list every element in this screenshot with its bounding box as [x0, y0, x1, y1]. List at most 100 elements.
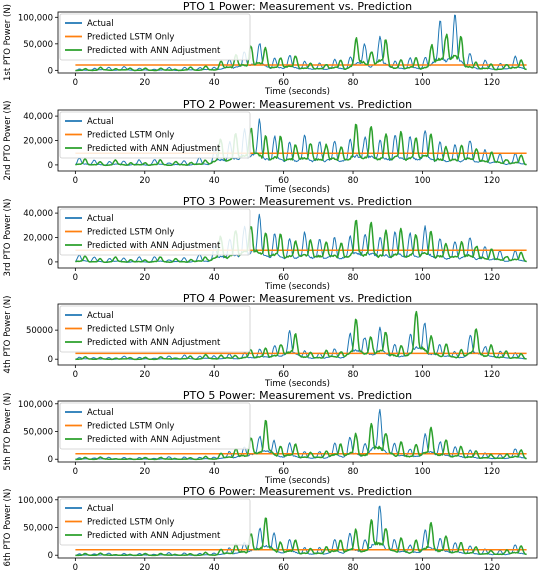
y-tick-label: 0 [48, 455, 53, 465]
y-tick-label: 20,000 [23, 137, 53, 147]
series-line-3 [75, 517, 527, 557]
series-line-3 [75, 419, 527, 461]
x-tick-label: 100 [414, 176, 430, 186]
legend-label: Predicted with ANN Adjustment [87, 338, 221, 348]
legend-box [59, 305, 251, 353]
x-tick-label: 60 [278, 78, 289, 88]
x-tick-label: 80 [348, 370, 359, 380]
x-tick-label: 100 [414, 467, 430, 477]
legend: Actual Predicted LSTM Only Predicted with … [59, 13, 251, 61]
y-tick-label: 50,000 [23, 428, 53, 438]
x-tick-label: 80 [348, 563, 359, 573]
chart-title: PTO 5 Power: Measurement vs. Prediction [183, 389, 412, 402]
legend-box [59, 402, 251, 450]
y-tick-label: 40,000 [23, 209, 53, 219]
legend: Actual Predicted LSTM Only Predicted with … [59, 111, 251, 159]
legend-label: Actual [87, 117, 114, 127]
chart-title: PTO 4 Power: Measurement vs. Prediction [183, 292, 412, 305]
y-axis-label: 3rd PTO Power (N) [3, 199, 13, 277]
x-tick-label: 120 [484, 273, 500, 283]
series-group [75, 505, 527, 557]
panel-4: PTO 4 Power: Measurement vs. Prediction 0… [3, 292, 538, 389]
x-tick-label: 120 [484, 563, 500, 573]
x-tick-label: 0 [73, 273, 78, 283]
x-tick-label: 120 [484, 176, 500, 186]
y-axis-label: 6th PTO Power (N) [3, 489, 13, 567]
x-axis-label: Time (seconds) [264, 379, 330, 389]
x-tick-label: 20 [139, 563, 150, 573]
x-axis-label: Time (seconds) [264, 87, 330, 97]
x-tick-label: 20 [139, 273, 150, 283]
legend-label: Predicted with ANN Adjustment [87, 241, 221, 251]
x-tick-label: 0 [73, 78, 78, 88]
x-tick-label: 0 [73, 467, 78, 477]
legend-label: Predicted LSTM Only [87, 228, 174, 238]
series-group [75, 310, 527, 361]
y-tick-label: 0 [48, 161, 53, 171]
x-tick-label: 60 [278, 176, 289, 186]
x-tick-label: 80 [348, 467, 359, 477]
y-tick-label: 0 [48, 355, 53, 365]
x-tick-label: 60 [278, 467, 289, 477]
x-tick-label: 40 [209, 78, 220, 88]
y-tick-label: 50,000 [23, 524, 53, 534]
x-axis-label: Time (seconds) [264, 476, 330, 486]
legend-box [59, 13, 251, 61]
legend-box [59, 208, 251, 256]
chart-title: PTO 1 Power: Measurement vs. Prediction [183, 0, 412, 13]
x-tick-label: 100 [414, 273, 430, 283]
x-tick-label: 60 [278, 273, 289, 283]
x-tick-label: 0 [73, 563, 78, 573]
x-tick-label: 40 [209, 370, 220, 380]
legend-label: Predicted with ANN Adjustment [87, 46, 221, 56]
panel-2: PTO 2 Power: Measurement vs. Prediction 0… [3, 98, 538, 195]
legend: Actual Predicted LSTM Only Predicted with … [59, 305, 251, 353]
series-line-3 [75, 219, 527, 264]
legend-label: Actual [87, 311, 114, 321]
x-tick-label: 20 [139, 467, 150, 477]
x-tick-label: 120 [484, 78, 500, 88]
legend-label: Predicted LSTM Only [87, 325, 174, 335]
legend-label: Predicted LSTM Only [87, 518, 174, 528]
y-tick-label: 0 [48, 66, 53, 76]
y-axis-label: 2nd PTO Power (N) [3, 101, 13, 181]
legend: Actual Predicted LSTM Only Predicted with … [59, 208, 251, 256]
y-axis-label: 1st PTO Power (N) [3, 4, 13, 81]
series-group [75, 14, 527, 72]
x-tick-label: 120 [484, 467, 500, 477]
series-group [75, 408, 527, 461]
legend-label: Predicted with ANN Adjustment [87, 435, 221, 445]
y-tick-label: 20,000 [23, 234, 53, 244]
legend-label: Actual [87, 19, 114, 29]
legend-box [59, 498, 251, 546]
x-tick-label: 40 [209, 563, 220, 573]
chart-title: PTO 3 Power: Measurement vs. Prediction [183, 195, 412, 208]
y-tick-label: 100,000 [18, 496, 53, 506]
x-tick-label: 120 [484, 370, 500, 380]
x-tick-label: 80 [348, 176, 359, 186]
x-axis-label: Time (seconds) [264, 185, 330, 195]
chart-title: PTO 6 Power: Measurement vs. Prediction [183, 485, 412, 498]
x-tick-label: 20 [139, 370, 150, 380]
x-tick-label: 60 [278, 563, 289, 573]
x-tick-label: 0 [73, 176, 78, 186]
x-tick-label: 0 [73, 370, 78, 380]
y-tick-label: 50,000 [23, 40, 53, 50]
y-tick-label: 50000 [26, 326, 53, 336]
legend: Actual Predicted LSTM Only Predicted with … [59, 498, 251, 546]
legend-label: Predicted with ANN Adjustment [87, 144, 221, 154]
y-tick-label: 40,000 [23, 112, 53, 122]
series-line-3 [75, 33, 527, 72]
y-axis-label: 5th PTO Power (N) [3, 393, 13, 471]
x-tick-label: 60 [278, 370, 289, 380]
y-tick-label: 0 [48, 551, 53, 561]
legend: Actual Predicted LSTM Only Predicted with … [59, 402, 251, 450]
legend-label: Predicted LSTM Only [87, 33, 174, 43]
x-tick-label: 80 [348, 273, 359, 283]
legend-label: Predicted LSTM Only [87, 131, 174, 141]
legend-label: Predicted with ANN Adjustment [87, 531, 221, 541]
y-axis-label: 4th PTO Power (N) [3, 296, 13, 374]
x-tick-label: 80 [348, 78, 359, 88]
x-tick-label: 20 [139, 176, 150, 186]
x-tick-label: 20 [139, 78, 150, 88]
